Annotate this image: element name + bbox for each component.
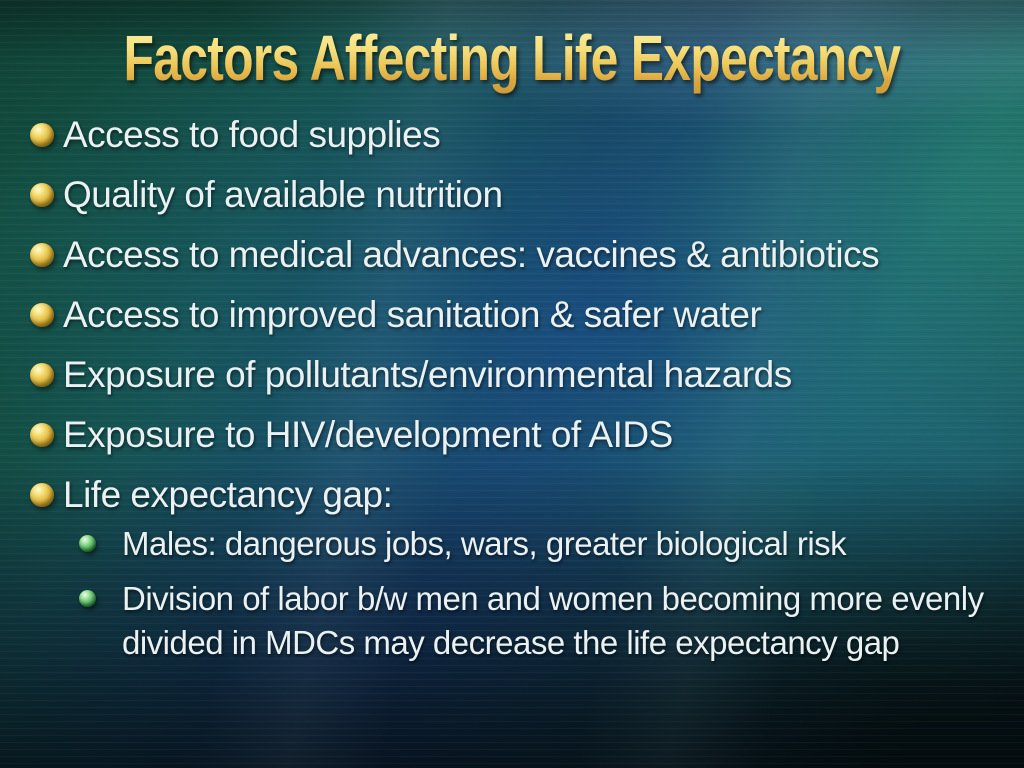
bullet-text: Quality of available nutrition bbox=[63, 174, 503, 215]
sub-bullet-text: Males: dangerous jobs, wars, greater bio… bbox=[122, 525, 847, 562]
bullet-item: Quality of available nutrition bbox=[0, 165, 1014, 225]
gold-sphere-bullet-icon bbox=[30, 123, 54, 147]
gold-sphere-bullet-icon bbox=[30, 363, 54, 387]
gold-sphere-bullet-icon bbox=[30, 483, 54, 507]
bullet-text: Access to improved sanitation & safer wa… bbox=[63, 294, 762, 335]
bullet-item: Life expectancy gap: bbox=[0, 465, 1014, 525]
sub-bullet-item: Males: dangerous jobs, wars, greater bio… bbox=[0, 522, 1014, 566]
bullet-list: Access to food supplies Quality of avail… bbox=[0, 105, 1014, 525]
slide-title: Factors Affecting Life Expectancy bbox=[0, 22, 1024, 94]
bullet-item: Access to medical advances: vaccines & a… bbox=[0, 225, 1014, 285]
bullet-text: Life expectancy gap: bbox=[63, 474, 393, 515]
sub-bullet-text: Division of labor b/w men and women beco… bbox=[122, 580, 984, 661]
bullet-item: Exposure to HIV/development of AIDS bbox=[0, 405, 1014, 465]
slide-title-text: Factors Affecting Life Expectancy bbox=[123, 22, 902, 94]
bullet-text: Access to food supplies bbox=[63, 114, 441, 155]
gold-sphere-bullet-icon bbox=[30, 423, 54, 447]
green-sphere-bullet-icon bbox=[79, 590, 96, 607]
gold-sphere-bullet-icon bbox=[30, 243, 54, 267]
bullet-text: Exposure to HIV/development of AIDS bbox=[63, 414, 673, 455]
gold-sphere-bullet-icon bbox=[30, 303, 54, 327]
gold-sphere-bullet-icon bbox=[30, 183, 54, 207]
sub-bullet-list: Males: dangerous jobs, wars, greater bio… bbox=[0, 522, 1014, 676]
green-sphere-bullet-icon bbox=[79, 535, 96, 552]
bullet-text: Exposure of pollutants/environmental haz… bbox=[63, 354, 792, 395]
sub-bullet-item: Division of labor b/w men and women beco… bbox=[0, 577, 1014, 665]
bullet-item: Access to improved sanitation & safer wa… bbox=[0, 285, 1014, 345]
bullet-item: Exposure of pollutants/environmental haz… bbox=[0, 345, 1014, 405]
bullet-text: Access to medical advances: vaccines & a… bbox=[63, 234, 880, 275]
bullet-item: Access to food supplies bbox=[0, 105, 1014, 165]
